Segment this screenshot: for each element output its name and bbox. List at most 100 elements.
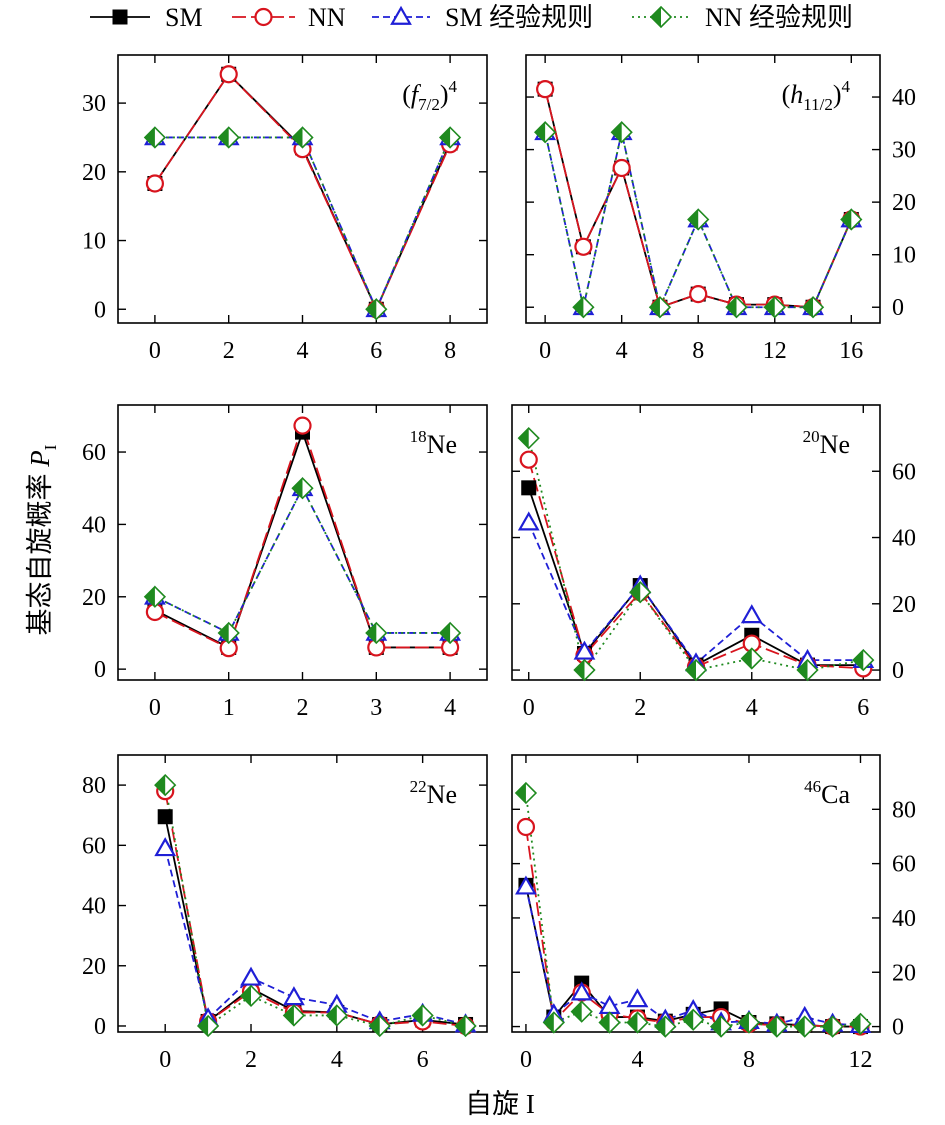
- point-nn-rule: [626, 1011, 649, 1034]
- point-nn-rule: [849, 1012, 872, 1035]
- point-sm-rule: [517, 511, 540, 531]
- series-lines: [154, 72, 451, 312]
- y-tick-label: 0: [94, 657, 106, 683]
- point-nn-rule: [629, 581, 652, 604]
- x-tick-label: 4: [746, 695, 758, 721]
- x-tick-label: 8: [444, 338, 456, 364]
- point-nn-rule: [765, 1015, 788, 1038]
- y-tick-label: 60: [82, 440, 106, 466]
- x-tick-label: 0: [159, 1047, 171, 1073]
- y-tick-label: 60: [892, 459, 916, 485]
- y-tick-label: 0: [892, 658, 904, 684]
- panel-label: (h11/2)4: [782, 77, 851, 114]
- point-nn-rule: [411, 1004, 434, 1027]
- point-nn-rule: [687, 208, 710, 231]
- point-nn-rule: [654, 1015, 677, 1038]
- panel-f72: 0 2 4 6 8 0 10 20 30 (f7/2)4: [82, 54, 488, 364]
- series-lines: [154, 422, 451, 650]
- point-nn: [219, 65, 238, 84]
- point-nn-rule: [282, 1004, 306, 1027]
- point-nn-rule: [852, 648, 875, 672]
- x-tick-label: 16: [839, 338, 863, 364]
- series-line-sm-rule: [164, 848, 466, 1026]
- series-line-sm: [164, 816, 466, 1026]
- series-markers: [534, 80, 863, 319]
- series-line-sm: [154, 429, 451, 649]
- series-line-sm-rule: [154, 486, 451, 635]
- point-sm-rule: [740, 604, 763, 624]
- panel-label: (f7/2)4: [402, 77, 457, 114]
- series-line-nn: [154, 422, 451, 650]
- y-tick-label: 20: [82, 954, 106, 980]
- series-lines: [164, 784, 466, 1028]
- point-nn-rule: [821, 1015, 844, 1038]
- x-tick-label: 12: [848, 1047, 872, 1073]
- point-nn-rule: [143, 126, 167, 149]
- series-line-sm-rule: [527, 522, 864, 665]
- y-tick-label: 40: [82, 512, 106, 538]
- point-sm-rule: [573, 640, 596, 660]
- point-nn-rule: [196, 1014, 220, 1038]
- point-nn-rule: [725, 296, 748, 319]
- point-nn-rule: [648, 296, 672, 319]
- legend-label: SM: [165, 3, 203, 32]
- point-nn-rule: [801, 296, 825, 319]
- point-sm: [157, 809, 173, 825]
- point-nn: [612, 158, 631, 178]
- point-nn-rule: [793, 1015, 816, 1038]
- legend-entry-nn: NN: [232, 3, 346, 32]
- point-nn-rule: [454, 1014, 477, 1038]
- x-tick-label: 4: [331, 1047, 343, 1073]
- y-tick-label: 0: [94, 297, 106, 323]
- point-nn-rule: [542, 1011, 565, 1034]
- point-sm-rule: [240, 966, 262, 986]
- legend-entry-nn-rule: NN 经验规则: [632, 3, 853, 32]
- point-nn-rule: [709, 1015, 733, 1038]
- point-nn-rule: [365, 298, 388, 321]
- y-tick-label: 40: [892, 526, 916, 552]
- point-nn-rule: [737, 1011, 761, 1034]
- x-tick-label: 4: [297, 338, 309, 364]
- panel-h112: 0 4 8 12 16 0 10 20 30 40 (h11/2)4: [525, 54, 916, 364]
- point-nn: [689, 284, 708, 304]
- legend-marker: [254, 7, 273, 27]
- point-nn-rule: [517, 427, 540, 450]
- point-nn-rule: [239, 984, 263, 1008]
- point-nn-rule: [534, 121, 557, 144]
- x-axis-title: 自旋 I: [465, 1089, 535, 1119]
- y-tick-label: 60: [82, 833, 106, 859]
- point-nn-rule: [796, 658, 819, 682]
- series-lines: [544, 88, 853, 311]
- legend-marker: [649, 5, 673, 29]
- y-tick-label: 10: [892, 243, 916, 269]
- x-tick-label: 0: [149, 338, 161, 364]
- panel-frame: [117, 754, 488, 1033]
- x-tick-label: 0: [523, 695, 535, 721]
- y-axis-title: 基态自旋概率 PI: [25, 444, 60, 635]
- legend: SM NN SM 经验规则 NN 经验规则: [90, 3, 853, 32]
- x-tick-label: 3: [370, 695, 382, 721]
- point-nn-rule: [217, 126, 240, 149]
- point-nn: [516, 817, 536, 837]
- x-tick-label: 6: [417, 1047, 429, 1073]
- y-tick-label: 80: [82, 773, 106, 799]
- x-tick-label: 2: [223, 338, 235, 364]
- y-tick-label: 30: [82, 91, 106, 117]
- point-nn: [519, 450, 538, 469]
- point-nn-rule: [573, 658, 596, 682]
- point-nn-rule: [572, 296, 595, 319]
- y-tick-label: 40: [892, 85, 916, 111]
- point-nn-rule: [682, 1008, 705, 1031]
- point-nn-rule: [325, 1004, 348, 1027]
- panel-label: 20Ne: [803, 427, 850, 459]
- series-line-sm-rule: [154, 136, 451, 312]
- point-sm-rule: [626, 988, 649, 1008]
- y-tick-label: 40: [82, 894, 106, 920]
- panel-label: 46Ca: [804, 777, 850, 809]
- y-tick-label: 20: [892, 960, 916, 986]
- panel-label: 22Ne: [410, 777, 457, 809]
- legend-entry-sm-rule: SM 经验规则: [372, 3, 593, 32]
